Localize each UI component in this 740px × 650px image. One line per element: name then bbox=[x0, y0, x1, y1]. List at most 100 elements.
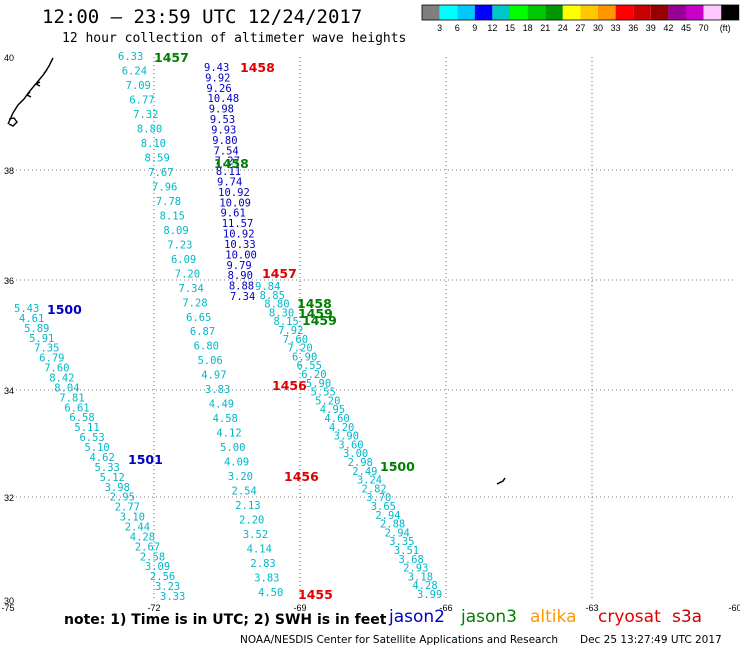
swh-value: 3.83 bbox=[205, 384, 230, 396]
swh-value: 2.82 bbox=[361, 483, 386, 495]
swh-value: 2.95 bbox=[110, 492, 135, 504]
lat-tick-label: 34 bbox=[4, 386, 14, 396]
pass-time-label: 1500 bbox=[47, 302, 82, 317]
pass-time-label: 1457 bbox=[154, 50, 189, 65]
swh-value: 2.94 bbox=[385, 527, 410, 539]
swh-value: 3.00 bbox=[343, 448, 368, 460]
swh-value: 2.88 bbox=[380, 519, 405, 531]
swh-value: 9.84 bbox=[255, 281, 280, 293]
scale-label: 39 bbox=[646, 23, 656, 33]
pass-time-label: 1458 bbox=[240, 60, 275, 75]
swh-value: 9.74 bbox=[217, 177, 242, 189]
lon-tick-label: -75 bbox=[1, 603, 14, 613]
swh-value: 4.50 bbox=[258, 587, 283, 599]
lat-tick-label: 30 bbox=[4, 596, 14, 606]
scale-swatch bbox=[633, 5, 651, 20]
swh-value: 7.23 bbox=[167, 239, 192, 251]
scale-swatch bbox=[668, 5, 686, 20]
swh-value: 4.95 bbox=[320, 404, 345, 416]
swh-value: 6.55 bbox=[297, 360, 322, 372]
pass-time-label: 1458 bbox=[297, 296, 332, 311]
pass-time-label: 1459 bbox=[302, 313, 337, 328]
swh-value: 9.93 bbox=[211, 124, 236, 136]
swh-value: 6.53 bbox=[79, 432, 104, 444]
swh-value: 4.14 bbox=[247, 544, 272, 556]
swh-value: 6.77 bbox=[129, 94, 154, 106]
swh-value: 2.94 bbox=[375, 510, 400, 522]
swh-value: 9.98 bbox=[209, 104, 234, 116]
swh-value: 10.09 bbox=[219, 197, 251, 209]
swh-value: 7.92 bbox=[278, 325, 303, 337]
swh-value: 7.54 bbox=[213, 145, 238, 157]
swh-value: 4.12 bbox=[216, 428, 241, 440]
swh-value: 2.77 bbox=[115, 502, 140, 514]
lon-tick-label: -60 bbox=[728, 603, 740, 613]
pass-time-label: 1458 bbox=[214, 156, 249, 171]
lat-tick-label: 32 bbox=[4, 493, 14, 503]
swh-value: 7.09 bbox=[126, 80, 151, 92]
swh-value: 10.48 bbox=[208, 93, 240, 105]
credit-line: NOAA/NESDIS Center for Satellite Applica… bbox=[240, 634, 558, 646]
swh-value: 3.23 bbox=[155, 581, 180, 593]
swh-value: 3.70 bbox=[366, 492, 391, 504]
swh-value: 2.93 bbox=[403, 563, 428, 575]
map-title: 12:00 – 23:59 UTC 12/24/2017 bbox=[42, 6, 363, 28]
swh-value: 4.97 bbox=[201, 370, 226, 382]
scale-label: 9 bbox=[472, 23, 477, 33]
scale-label: 33 bbox=[611, 23, 621, 33]
scale-label: 70 bbox=[699, 23, 709, 33]
swh-value: 11.57 bbox=[222, 218, 254, 230]
swh-value: 6.87 bbox=[190, 326, 215, 338]
scale-swatch bbox=[650, 5, 669, 20]
swh-value: 8.88 bbox=[229, 281, 254, 293]
swh-value: 7.60 bbox=[44, 363, 69, 375]
swh-value: 6.61 bbox=[64, 402, 89, 414]
swh-value: 7.78 bbox=[156, 196, 181, 208]
scale-swatch bbox=[422, 5, 440, 20]
swh-value: 2.83 bbox=[250, 558, 275, 570]
swh-value: 2.58 bbox=[140, 551, 165, 563]
scale-label: 6 bbox=[455, 23, 460, 33]
swh-value: 3.20 bbox=[228, 471, 253, 483]
swh-value: 5.90 bbox=[306, 378, 331, 390]
swh-value: 4.61 bbox=[19, 313, 44, 325]
swh-value: 4.28 bbox=[412, 580, 437, 592]
scale-label: 3 bbox=[437, 23, 442, 33]
swh-value: 8.09 bbox=[163, 225, 188, 237]
swh-value: 8.15 bbox=[160, 210, 185, 222]
track-values: 6.33 6.24 7.09 6.77 7.32 8.80 8.10 8.59 7.67 7.96… bbox=[14, 51, 442, 603]
swh-value: 7.27 bbox=[215, 156, 240, 168]
swh-value: 3.10 bbox=[120, 512, 145, 524]
swh-value: 3.09 bbox=[145, 561, 170, 573]
lon-tick-label: -72 bbox=[147, 603, 160, 613]
swh-value: 10.33 bbox=[224, 239, 256, 251]
swh-value: 7.28 bbox=[182, 297, 207, 309]
swh-value: 2.20 bbox=[239, 515, 264, 527]
swh-value: 2.56 bbox=[150, 571, 175, 583]
swh-value: 8.15 bbox=[274, 316, 299, 328]
swh-value: 3.83 bbox=[254, 573, 279, 585]
swh-value: 9.80 bbox=[212, 135, 237, 147]
time-labels: 1457145814581457145814591459145615001501… bbox=[47, 50, 415, 602]
swh-value: 2.67 bbox=[135, 541, 160, 553]
mission-cryosat: cryosat bbox=[598, 607, 661, 627]
scale-swatch bbox=[721, 5, 739, 20]
scale-swatch bbox=[457, 5, 475, 20]
pass-time-label: 1501 bbox=[128, 452, 163, 467]
scale-swatch bbox=[492, 5, 510, 20]
color-scale-legend: 3 6 9 12 15 18 21 24 27 30 33 36 39 42 45 70 (ft) bbox=[421, 4, 740, 33]
swh-value: 8.10 bbox=[141, 138, 166, 150]
swh-value: 8.42 bbox=[49, 373, 74, 385]
scale-swatch bbox=[562, 5, 581, 20]
swh-value: 9.53 bbox=[210, 114, 235, 126]
swh-value: 7.60 bbox=[283, 334, 308, 346]
mission-s3a: s3a bbox=[672, 607, 703, 627]
swh-value: 5.00 bbox=[220, 442, 245, 454]
pass-time-label: 1455 bbox=[298, 587, 333, 602]
swh-value: 4.49 bbox=[209, 399, 234, 411]
swh-value: 10.92 bbox=[218, 187, 250, 199]
pass-time-label: 1500 bbox=[380, 459, 415, 474]
lon-tick-label: -69 bbox=[293, 603, 306, 613]
swh-value: 2.54 bbox=[232, 486, 257, 498]
swh-value: 8.80 bbox=[137, 123, 162, 135]
